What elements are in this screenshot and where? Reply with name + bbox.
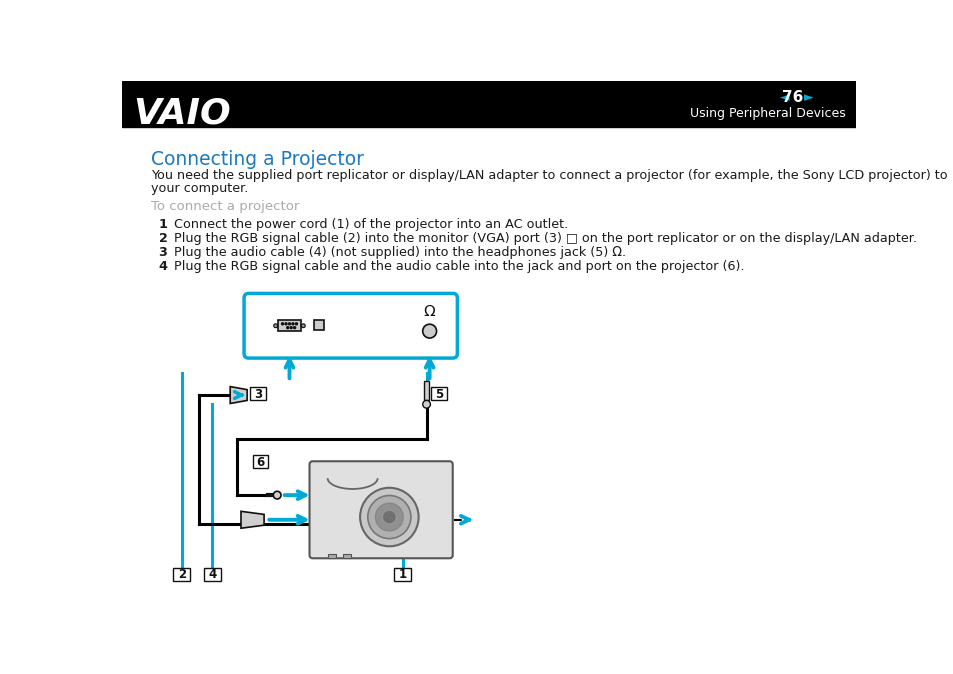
Circle shape [368, 495, 411, 539]
Bar [424, 381, 429, 400]
Bar [343, 553, 351, 558]
Polygon shape [241, 512, 264, 528]
Text: Using Peripheral Devices: Using Peripheral Devices [689, 106, 844, 120]
Bar [204, 568, 221, 582]
Text: To connect a projector: To connect a projector [151, 200, 299, 213]
Bar [431, 388, 446, 400]
Text: VAIO: VAIO [133, 96, 231, 130]
Circle shape [274, 491, 281, 499]
Text: 6: 6 [255, 456, 264, 468]
Text: 2: 2 [158, 232, 168, 245]
Text: You need the supplied port replicator or display/LAN adapter to connect a projec: You need the supplied port replicator or… [151, 169, 946, 183]
Text: Connecting a Projector: Connecting a Projector [151, 150, 363, 169]
Text: 1: 1 [398, 568, 406, 582]
Text: your computer.: your computer. [151, 182, 248, 195]
Bar [314, 320, 324, 330]
Circle shape [288, 323, 291, 325]
Circle shape [285, 323, 287, 325]
Text: Plug the RGB signal cable and the audio cable into the jack and port on the proj: Plug the RGB signal cable and the audio … [173, 259, 743, 272]
Text: 1: 1 [158, 218, 168, 231]
Circle shape [422, 400, 430, 408]
Text: Connect the power cord (1) of the projector into an AC outlet.: Connect the power cord (1) of the projec… [173, 218, 568, 231]
Bar [394, 568, 411, 582]
Bar [328, 553, 335, 558]
Polygon shape [230, 387, 247, 404]
Text: Plug the audio cable (4) (not supplied) into the headphones jack (5) Ω.: Plug the audio cable (4) (not supplied) … [173, 245, 625, 259]
Text: ►: ► [803, 91, 813, 104]
Bar [173, 568, 190, 582]
Circle shape [301, 324, 305, 328]
Circle shape [422, 324, 436, 338]
Circle shape [294, 327, 295, 329]
Text: 76: 76 [781, 90, 803, 105]
Text: ◄: ◄ [780, 91, 789, 104]
Bar [277, 320, 301, 331]
Bar [250, 388, 265, 400]
Text: 5: 5 [435, 388, 442, 401]
Circle shape [359, 488, 418, 547]
Circle shape [382, 510, 395, 524]
Circle shape [281, 323, 283, 325]
Circle shape [290, 327, 292, 329]
Text: 3: 3 [158, 245, 168, 259]
Circle shape [274, 324, 277, 328]
Bar [121, 81, 856, 127]
FancyBboxPatch shape [309, 461, 453, 558]
FancyBboxPatch shape [244, 293, 456, 358]
Circle shape [287, 327, 289, 329]
Text: 4: 4 [158, 259, 168, 272]
Circle shape [295, 323, 297, 325]
Text: 4: 4 [208, 568, 216, 582]
Circle shape [375, 503, 403, 531]
Text: Ω: Ω [423, 305, 435, 319]
Text: Plug the RGB signal cable (2) into the monitor (VGA) port (3) □ on the port repl: Plug the RGB signal cable (2) into the m… [173, 232, 916, 245]
Circle shape [292, 323, 294, 325]
Text: 2: 2 [177, 568, 186, 582]
Text: 3: 3 [253, 388, 262, 401]
Bar [253, 455, 268, 468]
